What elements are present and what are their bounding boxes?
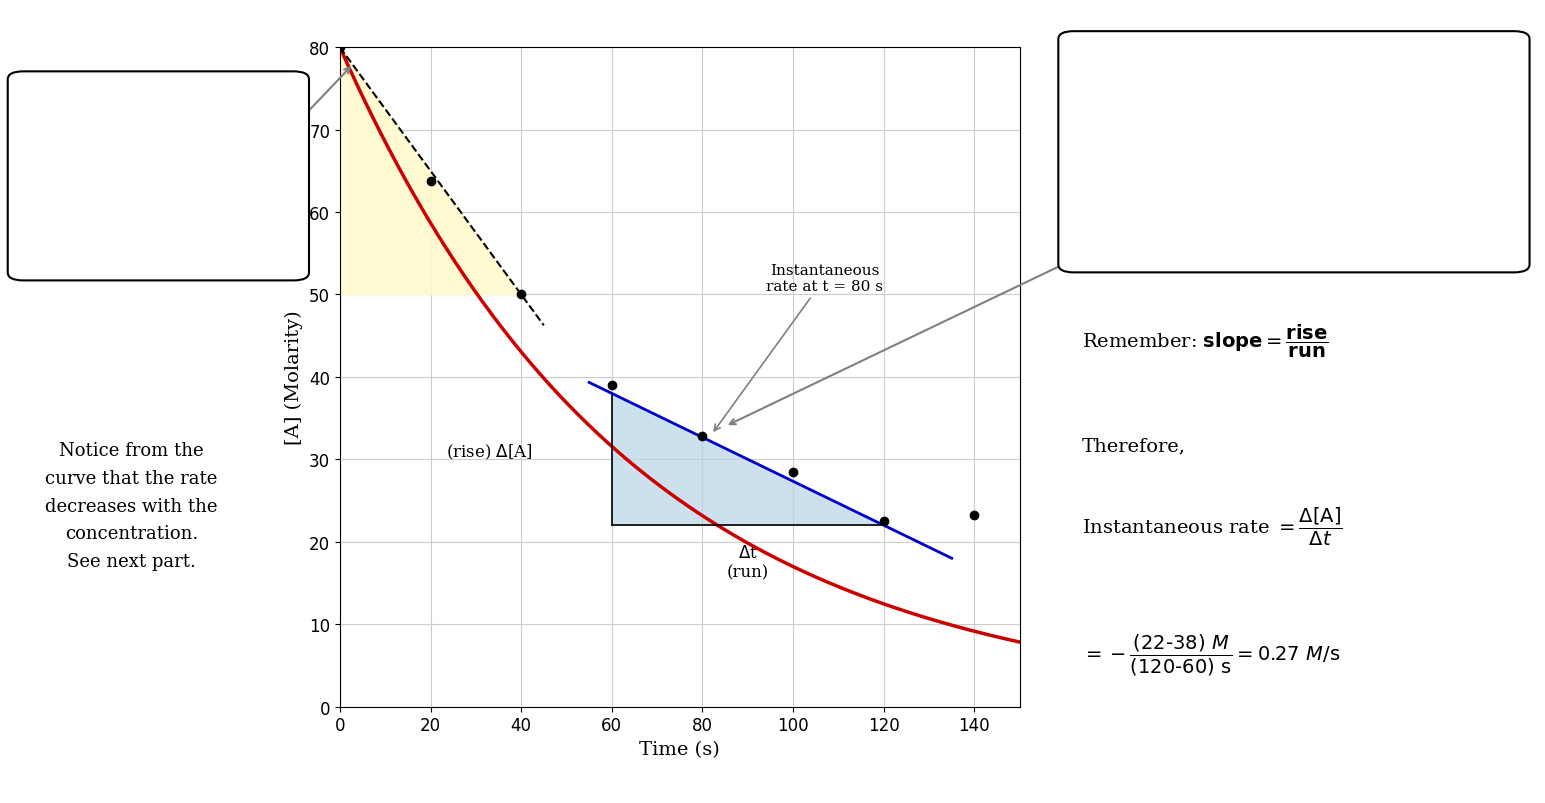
Text: Instantaneous rate at time: Instantaneous rate at time [1173, 76, 1415, 94]
Text: Notice from the
curve that the rate
decreases with the
concentration.
See next p: Notice from the curve that the rate decr… [45, 442, 218, 570]
Text: tangent: tangent [1256, 135, 1327, 153]
X-axis label: Time (s): Time (s) [640, 740, 720, 758]
Polygon shape [612, 394, 884, 526]
Text: Instantaneous
rate at t = 0 s
(initial rate): Instantaneous rate at t = 0 s (initial r… [94, 114, 222, 181]
Text: to the: to the [1349, 135, 1407, 153]
Text: line at time $t$.: line at time $t$. [1233, 200, 1355, 218]
Text: Instantaneous
rate at t = 80 s: Instantaneous rate at t = 80 s [714, 263, 884, 431]
Text: Remember: $\mathbf{slope} = \dfrac{\mathbf{rise}}{\mathbf{run}}$: Remember: $\mathbf{slope} = \dfrac{\math… [1082, 323, 1329, 360]
Polygon shape [340, 48, 521, 296]
Text: $= -\dfrac{(22\text{-}38)\ \mathit{M}}{(120\text{-}60)\ \mathrm{s}} = 0.27\ \mat: $= -\dfrac{(22\text{-}38)\ \mathit{M}}{(… [1082, 632, 1340, 677]
Text: Instantaneous rate $= \dfrac{\Delta[\mathrm{A}]}{\Delta t}$: Instantaneous rate $= \dfrac{\Delta[\mat… [1082, 505, 1343, 547]
Y-axis label: [A] (Molarity): [A] (Molarity) [286, 310, 303, 445]
Text: $t$ = slope of: $t$ = slope of [1102, 132, 1210, 154]
Text: Therefore,: Therefore, [1082, 437, 1185, 454]
Text: $\Delta$t
(run): $\Delta$t (run) [726, 544, 769, 581]
Text: (rise) $\Delta$[A]: (rise) $\Delta$[A] [447, 442, 533, 461]
